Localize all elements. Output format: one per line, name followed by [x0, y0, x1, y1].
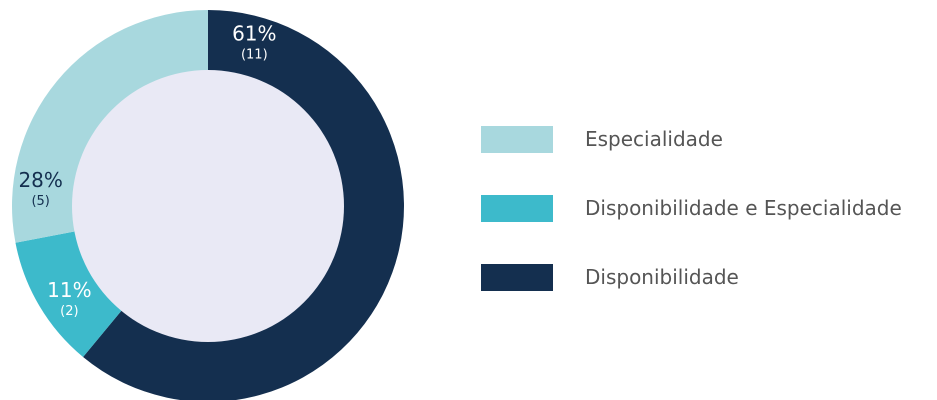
legend-swatch-disponibilidade	[481, 264, 553, 291]
legend-label-especialidade: Especialidade	[585, 127, 723, 151]
slice-count-label-disponibilidade: (11)	[241, 48, 268, 63]
donut-hole	[72, 70, 344, 342]
legend-item-especialidade: Especialidade	[481, 122, 937, 156]
legend: Especialidade Disponibilidade e Especial…	[481, 122, 937, 329]
slice-count-label-especialidade: (5)	[31, 194, 49, 209]
legend-label-disponibilidade-e-especialidade: Disponibilidade e Especialidade	[585, 196, 902, 220]
legend-label-disponibilidade: Disponibilidade	[585, 265, 739, 289]
slice-percent-label-disponibilidade: 61%	[232, 22, 276, 46]
slice-count-label-disponibilidade-e-especialidade: (2)	[60, 304, 78, 319]
donut-chart: 61% (11) 11% (2) 28% (5)	[11, 10, 404, 400]
slice-percent-label-especialidade: 28%	[18, 168, 62, 192]
legend-item-disponibilidade: Disponibilidade	[481, 260, 937, 294]
legend-swatch-disponibilidade-e-especialidade	[481, 195, 553, 222]
legend-swatch-especialidade	[481, 126, 553, 153]
slice-percent-label-disponibilidade-e-especialidade: 11%	[47, 278, 91, 302]
legend-item-disponibilidade-e-especialidade: Disponibilidade e Especialidade	[481, 191, 937, 225]
